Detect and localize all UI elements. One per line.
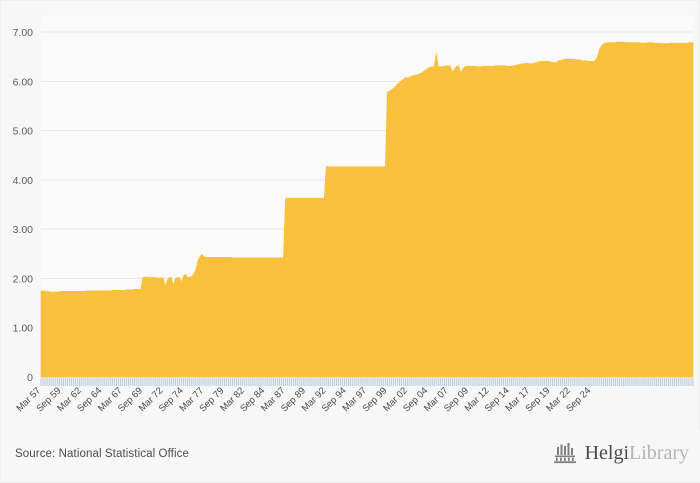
y-axis-tick-label: 2.00 <box>13 273 34 285</box>
helgi-library-logo-icon <box>553 443 576 464</box>
y-axis-tick-label: 5.00 <box>13 126 34 138</box>
brand-wordmark: HelgiLibrary <box>585 443 689 463</box>
helgi-library-brand[interactable]: HelgiLibrary <box>552 442 689 464</box>
y-axis-labels-group: 0 1.00 2.00 3.00 4.00 5.00 6.00 7.00 <box>13 27 34 384</box>
series-area-path <box>40 41 694 378</box>
y-axis-tick-label: 7.00 <box>13 27 34 39</box>
brand-name-secondary: Library <box>629 442 689 464</box>
y-axis-tick-label: 1.00 <box>13 323 34 335</box>
area-chart-svg[interactable]: 0 1.00 2.00 3.00 4.00 5.00 6.00 7.00 Mar 57Sep … <box>1 1 700 431</box>
brand-name-primary: Helgi <box>584 442 630 464</box>
y-axis-tick-label: 0 <box>27 372 33 384</box>
y-axis-tick-label: 4.00 <box>13 175 34 187</box>
y-axis-tick-label: 6.00 <box>13 76 34 88</box>
chart-footer: Source: National Statistical Office <box>1 429 700 482</box>
x-axis-tickmarks-group <box>40 378 694 386</box>
source-note: Source: National Statistical Office <box>15 448 189 460</box>
plot-area: 0 1.00 2.00 3.00 4.00 5.00 6.00 7.00 Mar 57 Sep … <box>1 1 700 431</box>
y-axis-tick-label: 3.00 <box>13 224 34 236</box>
